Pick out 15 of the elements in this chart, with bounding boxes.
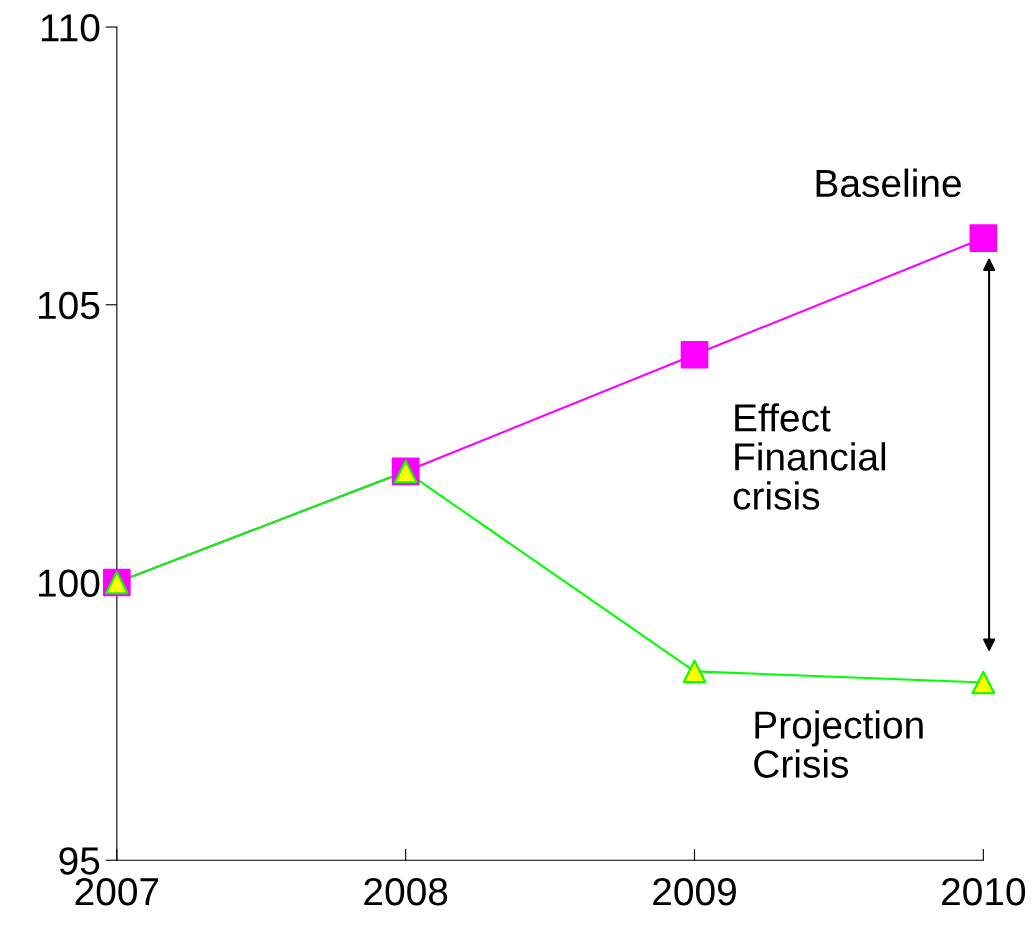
y-tick-label: 105 (38, 291, 100, 320)
y-tick-label: 95 (59, 847, 100, 875)
y-tick-label: 110 (41, 13, 100, 42)
point (682, 659, 707, 684)
point (680, 340, 709, 369)
point (971, 670, 996, 695)
x-tick-label: 2009 (653, 877, 736, 906)
series-label: Projection Crisis (754, 710, 923, 778)
x-tick-label: 2007 (75, 877, 159, 906)
point (969, 224, 998, 252)
annotation: Effect Financial crisis (733, 403, 886, 510)
x-tick-label: 2008 (364, 877, 448, 906)
x-tick-label: 2010 (942, 877, 1026, 906)
y-tick-label: 100 (38, 569, 100, 597)
series-label: Baseline (816, 168, 961, 198)
